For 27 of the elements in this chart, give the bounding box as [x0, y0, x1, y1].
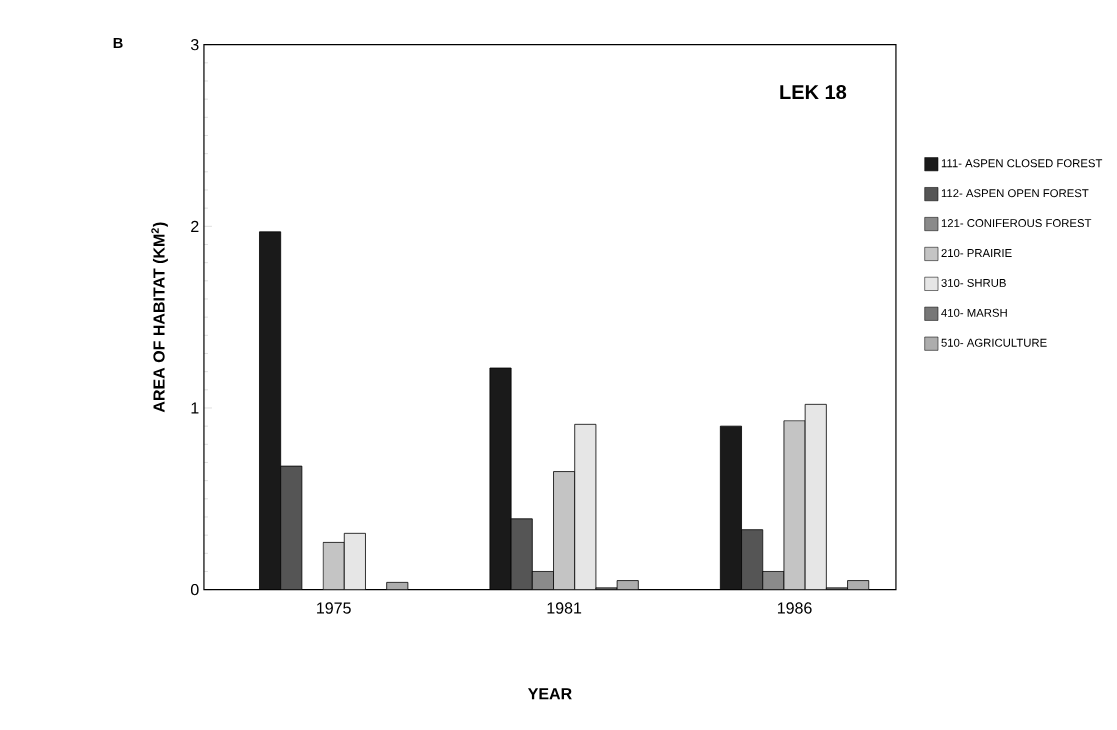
bar — [343, 532, 366, 590]
text: B — [113, 37, 123, 49]
y-tick-label: 3 — [190, 38, 199, 51]
bar — [510, 518, 533, 590]
x-tick-label: 1981 — [547, 602, 582, 614]
legend-label: 121- CONIFEROUS FOREST — [941, 219, 1092, 228]
bar — [259, 231, 282, 590]
legend-label: 210- PRAIRIE — [941, 249, 1012, 258]
y-tick-label: 1 — [191, 402, 199, 414]
bar — [804, 403, 827, 590]
y-axis-title: AREA OF HABITAT (KM$^{2}$) — [151, 222, 168, 413]
legend-label: 111- ASPEN CLOSED FOREST — [941, 159, 1103, 168]
x-axis-title: YEAR — [527, 688, 572, 700]
bar — [280, 465, 303, 590]
legend-label: 310- SHRUB — [941, 278, 1006, 287]
bar — [719, 425, 742, 590]
x-tick-label: 1986 — [777, 602, 812, 614]
bar — [741, 529, 764, 590]
legend-label: 410- MARSH — [941, 308, 1007, 317]
y-tick-label: 0 — [190, 583, 199, 596]
legend-label: 510- AGRICULTURE — [941, 338, 1047, 347]
x-tick-label: 1975 — [317, 602, 351, 614]
bar — [574, 423, 597, 590]
bar — [386, 581, 409, 590]
text: LEK 18 — [780, 84, 847, 100]
y-tick-label: 2 — [191, 220, 199, 232]
legend-label: 112- ASPEN OPEN FOREST — [941, 189, 1089, 198]
